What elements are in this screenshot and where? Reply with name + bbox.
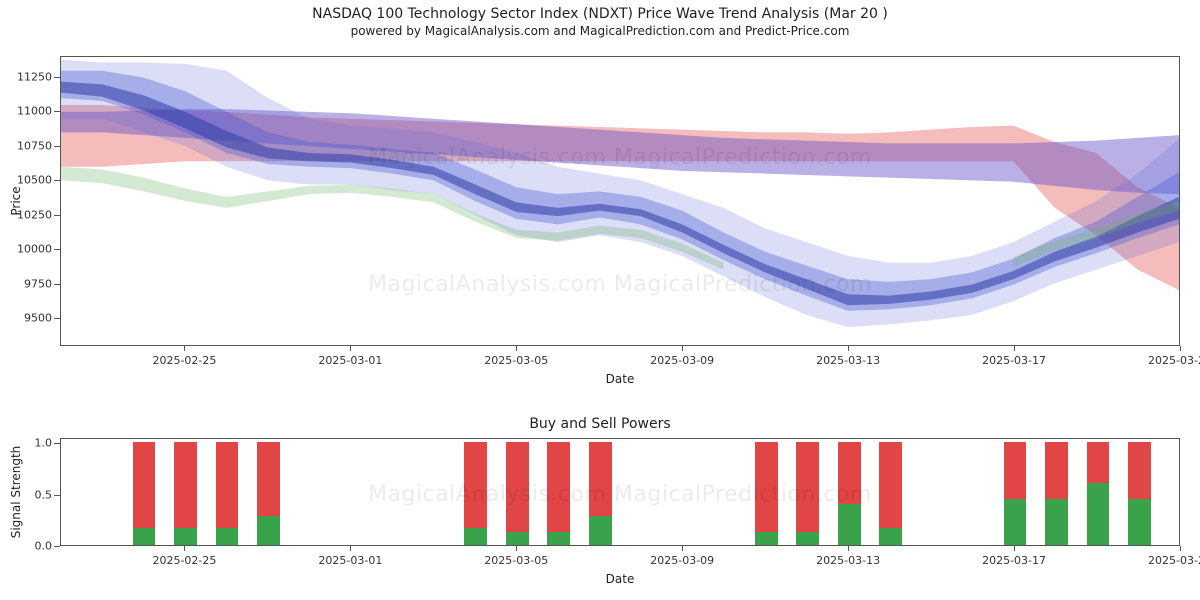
- chart-titles: NASDAQ 100 Technology Sector Index (NDXT…: [0, 6, 1200, 39]
- bars-xtick-mark: [516, 546, 517, 551]
- price-xtick-label: 2025-03-09: [650, 354, 714, 367]
- price-xtick-label: 2025-03-13: [816, 354, 880, 367]
- bars-xtick-mark: [682, 546, 683, 551]
- bars-xtick-label: 2025-03-13: [816, 554, 880, 567]
- watermark: MagicalAnalysis.com MagicalPrediction.co…: [101, 272, 1139, 297]
- price-xtick-label: 2025-03-21: [1148, 354, 1200, 367]
- price-xtick-label: 2025-02-25: [152, 354, 216, 367]
- bars-xtick-mark: [1014, 546, 1015, 551]
- price-ytick-label: 11000: [17, 105, 52, 118]
- watermark: MagicalAnalysis.com MagicalPrediction.co…: [101, 145, 1139, 170]
- bar-buy: [838, 504, 861, 545]
- bars-chart-xlabel: Date: [606, 572, 635, 586]
- price-ytick-label: 10250: [17, 208, 52, 221]
- bars-chart-plot: MagicalAnalysis.com MagicalPrediction.co…: [60, 438, 1180, 546]
- bar-sell: [1087, 442, 1110, 483]
- bars-xtick-mark: [848, 546, 849, 551]
- bars-ytick-label: 0.0: [35, 540, 53, 553]
- price-ytick-label: 9750: [24, 277, 52, 290]
- price-ytick-mark: [54, 77, 60, 78]
- price-xtick-mark: [1014, 346, 1015, 351]
- bars-xtick-label: 2025-03-05: [484, 554, 548, 567]
- watermark: MagicalAnalysis.com MagicalPrediction.co…: [101, 482, 1139, 507]
- price-ytick-mark: [54, 215, 60, 216]
- bar-buy: [796, 532, 819, 545]
- price-xtick-mark: [350, 346, 351, 351]
- bars-xtick-mark: [350, 546, 351, 551]
- price-xtick-label: 2025-03-05: [484, 354, 548, 367]
- price-xtick-mark: [682, 346, 683, 351]
- bar-buy: [464, 528, 487, 545]
- bars-xtick-label: 2025-03-17: [982, 554, 1046, 567]
- bar-buy: [879, 528, 902, 545]
- bars-xtick-mark: [1180, 546, 1181, 551]
- price-ytick-label: 10750: [17, 139, 52, 152]
- price-xtick-mark: [516, 346, 517, 351]
- price-chart-xlabel: Date: [606, 372, 635, 386]
- price-ytick-mark: [54, 318, 60, 319]
- bars-ytick-mark: [54, 443, 60, 444]
- bar-buy: [755, 532, 778, 545]
- price-xtick-mark: [184, 346, 185, 351]
- price-ytick-label: 10000: [17, 243, 52, 256]
- price-ytick-mark: [54, 284, 60, 285]
- price-xtick-label: 2025-03-17: [982, 354, 1046, 367]
- bar-buy: [174, 528, 197, 545]
- bar-buy: [257, 516, 280, 545]
- chart-title-main: NASDAQ 100 Technology Sector Index (NDXT…: [0, 6, 1200, 24]
- bar-buy: [216, 528, 239, 545]
- price-chart-plot: MagicalAnalysis.com MagicalPrediction.co…: [60, 56, 1180, 346]
- price-ytick-mark: [54, 111, 60, 112]
- bars-ytick-label: 0.5: [35, 488, 53, 501]
- page: { "page": { "width": 1200, "height": 600…: [0, 0, 1200, 600]
- price-ytick-mark: [54, 249, 60, 250]
- price-ytick-mark: [54, 146, 60, 147]
- bar-buy: [506, 532, 529, 545]
- bars-xtick-label: 2025-02-25: [152, 554, 216, 567]
- price-xtick-label: 2025-03-01: [318, 354, 382, 367]
- bars-chart-ylabel: Signal Strength: [9, 446, 23, 539]
- price-ytick-label: 11250: [17, 70, 52, 83]
- price-ytick-mark: [54, 180, 60, 181]
- bars-xtick-mark: [184, 546, 185, 551]
- bars-ytick-mark: [54, 495, 60, 496]
- price-ytick-label: 10500: [17, 174, 52, 187]
- bar-buy: [547, 532, 570, 545]
- price-chart-svg: [61, 57, 1179, 345]
- bar-buy: [589, 516, 612, 545]
- bars-ytick-label: 1.0: [35, 437, 53, 450]
- bars-chart-title: Buy and Sell Powers: [0, 416, 1200, 432]
- bars-xtick-label: 2025-03-21: [1148, 554, 1200, 567]
- bars-xtick-label: 2025-03-09: [650, 554, 714, 567]
- bar-buy: [133, 528, 156, 545]
- bars-ytick-mark: [54, 546, 60, 547]
- chart-title-sub: powered by MagicalAnalysis.com and Magic…: [0, 24, 1200, 39]
- price-xtick-mark: [1180, 346, 1181, 351]
- price-ytick-label: 9500: [24, 312, 52, 325]
- price-xtick-mark: [848, 346, 849, 351]
- bars-xtick-label: 2025-03-01: [318, 554, 382, 567]
